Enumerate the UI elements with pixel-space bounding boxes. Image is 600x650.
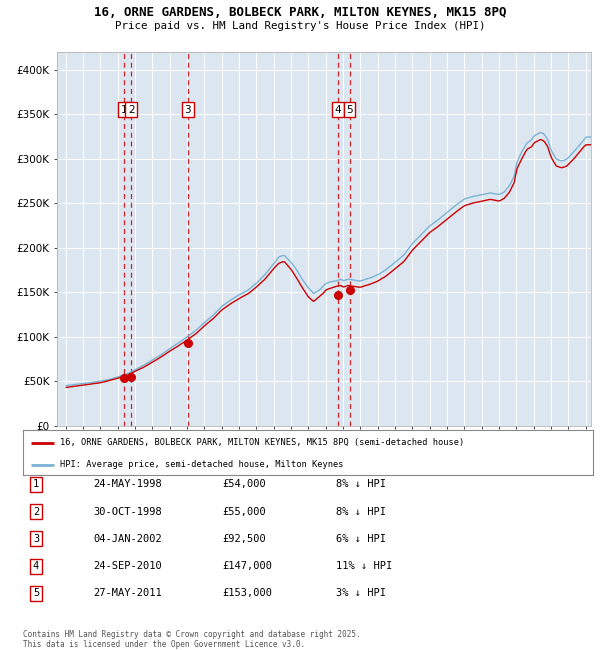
Text: 04-JAN-2002: 04-JAN-2002 <box>93 534 162 544</box>
Text: 30-OCT-1998: 30-OCT-1998 <box>93 506 162 517</box>
Text: 4: 4 <box>335 105 341 115</box>
Text: 24-MAY-1998: 24-MAY-1998 <box>93 479 162 489</box>
Text: £54,000: £54,000 <box>222 479 266 489</box>
Text: 1: 1 <box>33 479 39 489</box>
Text: Contains HM Land Registry data © Crown copyright and database right 2025.
This d: Contains HM Land Registry data © Crown c… <box>23 630 361 649</box>
Text: 2: 2 <box>33 506 39 517</box>
Text: 27-MAY-2011: 27-MAY-2011 <box>93 588 162 599</box>
Text: 16, ORNE GARDENS, BOLBECK PARK, MILTON KEYNES, MK15 8PQ: 16, ORNE GARDENS, BOLBECK PARK, MILTON K… <box>94 6 506 20</box>
Text: 8% ↓ HPI: 8% ↓ HPI <box>336 506 386 517</box>
Text: HPI: Average price, semi-detached house, Milton Keynes: HPI: Average price, semi-detached house,… <box>60 460 343 469</box>
Text: 5: 5 <box>346 105 353 115</box>
Text: £55,000: £55,000 <box>222 506 266 517</box>
Text: £147,000: £147,000 <box>222 561 272 571</box>
Text: 3: 3 <box>184 105 191 115</box>
Text: 3% ↓ HPI: 3% ↓ HPI <box>336 588 386 599</box>
Text: 5: 5 <box>33 588 39 599</box>
Text: Price paid vs. HM Land Registry's House Price Index (HPI): Price paid vs. HM Land Registry's House … <box>115 21 485 31</box>
Text: 24-SEP-2010: 24-SEP-2010 <box>93 561 162 571</box>
Text: 2: 2 <box>128 105 135 115</box>
Text: 4: 4 <box>33 561 39 571</box>
Text: 8% ↓ HPI: 8% ↓ HPI <box>336 479 386 489</box>
Text: 16, ORNE GARDENS, BOLBECK PARK, MILTON KEYNES, MK15 8PQ (semi-detached house): 16, ORNE GARDENS, BOLBECK PARK, MILTON K… <box>60 438 464 447</box>
Text: 6% ↓ HPI: 6% ↓ HPI <box>336 534 386 544</box>
Text: 1: 1 <box>121 105 127 115</box>
Text: £92,500: £92,500 <box>222 534 266 544</box>
Text: £153,000: £153,000 <box>222 588 272 599</box>
Text: 11% ↓ HPI: 11% ↓ HPI <box>336 561 392 571</box>
Text: 3: 3 <box>33 534 39 544</box>
